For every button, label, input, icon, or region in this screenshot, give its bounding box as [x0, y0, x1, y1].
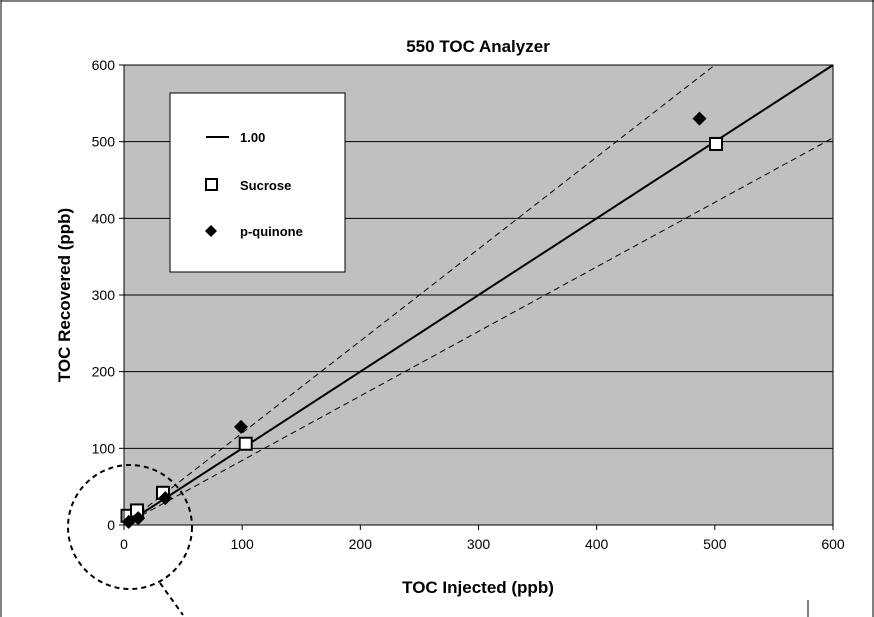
- zoom-circle: [67, 464, 193, 590]
- legend-box: [169, 92, 346, 273]
- y-axis-ticks: 0 100 200 300 400 500 600: [92, 57, 124, 533]
- sucrose-point: [238, 436, 253, 451]
- legend-diamond-swatch: [205, 225, 217, 237]
- x-tick-label: 400: [585, 536, 609, 552]
- zoom-callout: [67, 464, 193, 616]
- p-quinone-point: [131, 511, 146, 526]
- legend-label-line: 1.00: [240, 130, 265, 145]
- chart-title: 550 TOC Analyzer: [406, 37, 550, 56]
- x-tick-label: 200: [349, 536, 373, 552]
- sucrose-point: [709, 136, 724, 151]
- x-axis-label: TOC Injected (ppb): [402, 578, 554, 597]
- p-quinone-point: [233, 419, 248, 434]
- legend-entry-sucrose: Sucrose: [205, 178, 291, 193]
- y-tick-label: 300: [92, 287, 116, 303]
- x-tick-label: 100: [230, 536, 254, 552]
- x-tick-label: 500: [703, 536, 727, 552]
- x-axis-ticks: 0 100 200 300 400 500 600: [120, 525, 845, 552]
- zoom-pointer-line: [159, 582, 184, 616]
- dashed-bound-line: [124, 137, 833, 525]
- y-axis-label: TOC Recovered (ppb): [55, 208, 74, 382]
- legend: 1.00 Sucrose p-quinone: [169, 92, 346, 273]
- y-tick-label: 0: [107, 517, 115, 533]
- legend-entry-line: 1.00: [206, 130, 265, 145]
- legend-label-sucrose: Sucrose: [240, 178, 291, 193]
- p-quinone-point: [692, 111, 707, 126]
- y-tick-label: 500: [92, 134, 116, 150]
- legend-square-swatch: [205, 178, 218, 191]
- x-tick-label: 600: [821, 536, 845, 552]
- legend-entry-p-quinone: p-quinone: [205, 224, 303, 239]
- p-quinone-point: [158, 491, 173, 506]
- x-tick-label: 0: [120, 536, 128, 552]
- y-tick-label: 600: [92, 57, 116, 73]
- x-tick-label: 300: [467, 536, 491, 552]
- y-tick-label: 400: [92, 210, 116, 226]
- legend-label-p-quinone: p-quinone: [240, 224, 303, 239]
- series-markers: [120, 111, 724, 529]
- y-tick-label: 200: [92, 364, 116, 380]
- y-tick-label: 100: [92, 440, 116, 456]
